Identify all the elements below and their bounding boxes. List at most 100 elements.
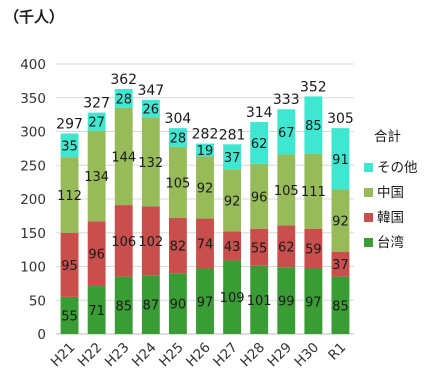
x-tick-label: R1 bbox=[325, 340, 349, 364]
total-label: 333 bbox=[273, 92, 300, 108]
data-label: 26 bbox=[143, 103, 160, 118]
bar-segment bbox=[114, 205, 133, 277]
data-label: 99 bbox=[278, 295, 295, 310]
bar-segment bbox=[141, 206, 160, 276]
y-tick-label: 300 bbox=[20, 125, 46, 141]
total-label: 282 bbox=[192, 127, 219, 143]
y-tick-label: 150 bbox=[20, 226, 46, 242]
total-label: 352 bbox=[300, 79, 327, 95]
bar-segment bbox=[60, 296, 79, 334]
bar-segment bbox=[304, 153, 323, 229]
data-label: 112 bbox=[57, 189, 82, 204]
bar-segment bbox=[196, 143, 214, 157]
bar-segment bbox=[87, 130, 106, 222]
legend-label: 韓国 bbox=[377, 210, 404, 226]
data-label: 106 bbox=[111, 235, 136, 250]
y-tick-label: 0 bbox=[37, 327, 46, 343]
legend-label: 台湾 bbox=[377, 234, 404, 251]
data-label: 62 bbox=[251, 137, 268, 152]
unit-label: （千人） bbox=[4, 8, 65, 26]
bar-segment bbox=[87, 112, 106, 131]
data-label: 92 bbox=[224, 194, 241, 209]
x-tick-label: H24 bbox=[129, 340, 160, 371]
data-label: 96 bbox=[251, 190, 268, 205]
bar-segment bbox=[196, 156, 214, 219]
data-label: 105 bbox=[165, 176, 190, 191]
bar-segment bbox=[87, 286, 106, 334]
bar-segment bbox=[331, 276, 350, 334]
data-label: 102 bbox=[138, 235, 163, 250]
bar-segment bbox=[277, 225, 296, 268]
data-label: 134 bbox=[84, 170, 109, 185]
bar-segment bbox=[141, 275, 160, 334]
data-label: 101 bbox=[247, 294, 272, 309]
data-label: 35 bbox=[61, 139, 78, 154]
data-label: 87 bbox=[143, 299, 160, 314]
total-label: 362 bbox=[110, 72, 137, 88]
total-label: 314 bbox=[246, 105, 273, 121]
bar-segment bbox=[60, 232, 79, 297]
bars: 5595112352977196134273278510614428362871… bbox=[56, 72, 354, 334]
data-label: 28 bbox=[115, 92, 132, 107]
bar-segment bbox=[277, 267, 296, 334]
data-label: 85 bbox=[305, 119, 322, 134]
bar-segment bbox=[250, 122, 269, 164]
x-tick-label: H26 bbox=[183, 340, 214, 371]
bar-segment bbox=[168, 147, 187, 218]
x-tick-label: H29 bbox=[264, 340, 295, 371]
legend-swatch bbox=[364, 163, 373, 172]
data-label: 43 bbox=[224, 240, 241, 255]
total-label: 281 bbox=[219, 127, 246, 143]
total-label: 347 bbox=[137, 83, 164, 99]
bar-segment bbox=[331, 189, 350, 252]
bar-segment bbox=[304, 96, 323, 154]
data-label: 37 bbox=[224, 151, 241, 166]
bar-segment bbox=[331, 128, 350, 190]
x-tick-label: H28 bbox=[237, 340, 268, 371]
total-label: 297 bbox=[56, 117, 83, 133]
x-tick-label: H21 bbox=[48, 340, 79, 371]
bar-segment bbox=[250, 265, 269, 334]
bar-segment bbox=[60, 133, 79, 158]
data-label: 55 bbox=[251, 241, 268, 256]
legend-title: 合計 bbox=[374, 129, 401, 145]
bar-segment bbox=[168, 273, 187, 334]
legend-swatch bbox=[364, 213, 373, 222]
data-label: 19 bbox=[197, 144, 214, 159]
legend-swatch bbox=[364, 188, 373, 197]
bar-segment bbox=[87, 221, 106, 287]
bar-segment bbox=[250, 163, 269, 229]
bar-segment bbox=[250, 228, 269, 266]
y-tick-label: 50 bbox=[29, 293, 46, 309]
legend-label: 中国 bbox=[377, 185, 404, 201]
data-label: 74 bbox=[197, 238, 214, 253]
bar-segment bbox=[223, 144, 242, 170]
data-label: 132 bbox=[138, 156, 163, 171]
bar-segment bbox=[196, 268, 214, 334]
bar-segment bbox=[196, 218, 214, 269]
data-label: 85 bbox=[332, 299, 349, 314]
data-label: 27 bbox=[88, 116, 105, 131]
data-label: 96 bbox=[88, 248, 105, 263]
y-tick-label: 200 bbox=[20, 192, 46, 208]
y-tick-label: 100 bbox=[20, 260, 46, 276]
bar-segment bbox=[141, 117, 160, 207]
data-label: 111 bbox=[301, 185, 326, 200]
legend-swatch bbox=[364, 238, 373, 247]
data-label: 97 bbox=[305, 295, 322, 310]
bar-segment bbox=[223, 260, 242, 334]
bar-segment bbox=[331, 251, 350, 277]
bar-segment bbox=[277, 109, 296, 155]
bar-segment bbox=[141, 99, 160, 118]
data-label: 92 bbox=[332, 215, 349, 230]
data-label: 67 bbox=[278, 126, 295, 141]
data-label: 144 bbox=[111, 150, 136, 165]
bar-segment bbox=[114, 107, 133, 206]
data-label: 59 bbox=[305, 243, 322, 258]
y-tick-label: 250 bbox=[20, 158, 46, 174]
x-tick-label: H30 bbox=[292, 340, 323, 371]
y-tick-label: 400 bbox=[20, 57, 46, 73]
data-label: 90 bbox=[170, 298, 187, 313]
bar-segment bbox=[114, 276, 133, 334]
